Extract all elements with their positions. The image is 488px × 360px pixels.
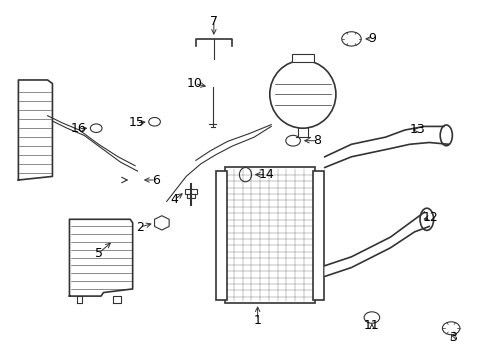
- Text: 5: 5: [95, 247, 102, 260]
- Text: 12: 12: [422, 211, 437, 224]
- Bar: [224, 167, 314, 303]
- Ellipse shape: [239, 167, 251, 182]
- Bar: [186, 194, 195, 198]
- Circle shape: [148, 117, 160, 126]
- Text: 9: 9: [367, 32, 376, 45]
- Polygon shape: [154, 216, 169, 230]
- Text: 3: 3: [448, 332, 456, 345]
- Text: 7: 7: [209, 14, 218, 27]
- Text: 4: 4: [170, 193, 178, 206]
- Circle shape: [285, 135, 300, 146]
- Text: 1: 1: [253, 314, 261, 327]
- Circle shape: [442, 322, 459, 335]
- Text: 2: 2: [136, 221, 143, 234]
- Text: 14: 14: [258, 168, 274, 181]
- Text: 10: 10: [186, 77, 203, 90]
- Text: 8: 8: [313, 134, 321, 147]
- Ellipse shape: [269, 60, 335, 128]
- Bar: [312, 171, 323, 300]
- Ellipse shape: [439, 125, 451, 146]
- Circle shape: [90, 124, 102, 132]
- Text: 13: 13: [408, 123, 424, 136]
- Text: 11: 11: [363, 319, 379, 332]
- Circle shape: [341, 32, 361, 46]
- Ellipse shape: [419, 208, 433, 230]
- Bar: [216, 171, 226, 300]
- Text: 16: 16: [70, 122, 86, 135]
- Circle shape: [364, 312, 379, 323]
- Text: 6: 6: [152, 174, 160, 186]
- Bar: [185, 189, 197, 194]
- Text: 15: 15: [128, 116, 144, 129]
- Bar: [291, 54, 313, 62]
